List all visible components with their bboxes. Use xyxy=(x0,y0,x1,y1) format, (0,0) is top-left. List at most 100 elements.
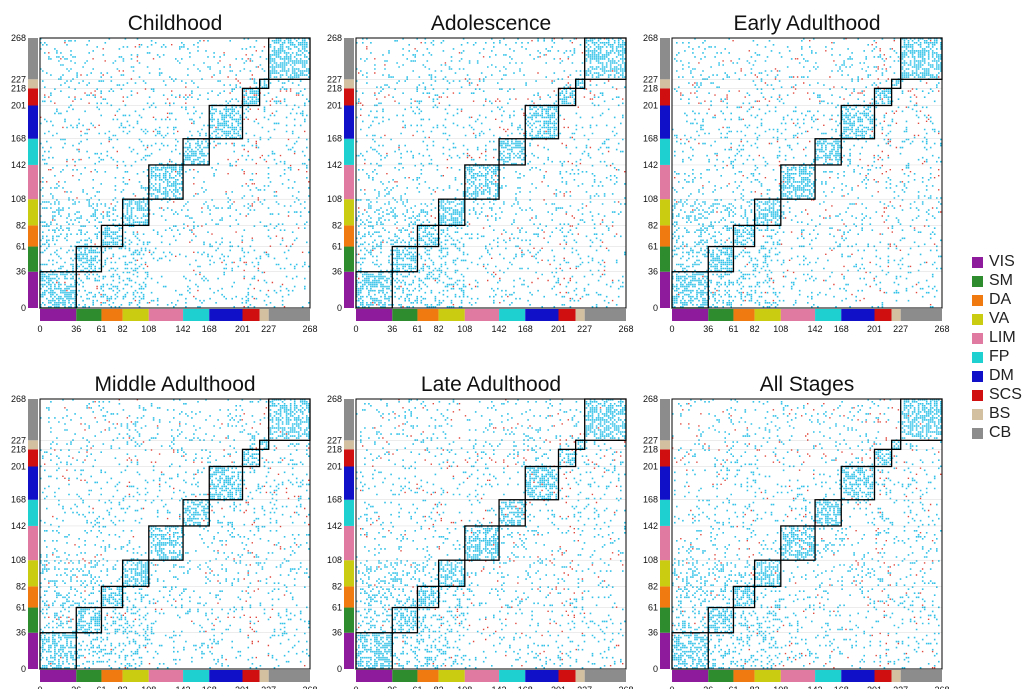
network-block xyxy=(840,104,876,140)
x-tick-label: 268 xyxy=(302,685,317,689)
network-bar-x xyxy=(754,670,781,682)
x-tick-label: 0 xyxy=(37,685,42,689)
y-tick-label: 108 xyxy=(11,555,26,565)
network-bar-y xyxy=(660,449,670,467)
network-bar-y xyxy=(344,399,354,441)
legend-label: SCS xyxy=(989,386,1022,403)
network-block-outlines xyxy=(39,37,311,309)
network-bar-x xyxy=(499,670,526,682)
network-bar-x xyxy=(891,309,901,321)
network-block xyxy=(182,499,210,527)
matrix-panel: All Stages 0 36 61 82 108 142 168 201 227 268 0 36 61… xyxy=(643,373,950,689)
y-tick-label: 0 xyxy=(653,303,658,313)
x-tick-label: 108 xyxy=(773,685,788,689)
panel-title: Middle Adulthood xyxy=(94,373,255,396)
y-tick-label: 0 xyxy=(337,303,342,313)
y-tick-label: 268 xyxy=(11,394,26,404)
network-bar-x xyxy=(841,309,875,321)
network-block xyxy=(753,198,782,227)
x-tick-label: 268 xyxy=(618,685,633,689)
y-tick-label: 201 xyxy=(11,101,26,111)
y-tick-label: 201 xyxy=(327,462,342,472)
y-tick-label: 142 xyxy=(327,521,342,531)
network-bar-x xyxy=(356,309,393,321)
network-block xyxy=(464,525,500,561)
network-bar-x xyxy=(708,309,734,321)
y-tick-label: 82 xyxy=(16,581,26,591)
panel-title: Late Adulthood xyxy=(421,373,561,396)
network-bar-y xyxy=(660,138,670,165)
network-bar-y xyxy=(660,79,670,89)
network-bar-y xyxy=(28,525,38,561)
x-tick-label: 142 xyxy=(176,324,191,334)
network-block xyxy=(498,499,526,527)
network-bar-y xyxy=(660,246,670,272)
x-tick-label: 201 xyxy=(235,685,250,689)
matrix-frame xyxy=(39,37,311,309)
network-bar-y xyxy=(660,466,670,500)
network-block xyxy=(208,104,244,140)
network-block xyxy=(814,138,842,166)
matrix-panel: Early Adulthood 0 36 61 82 108 142 168 201 227 268… xyxy=(643,12,950,334)
network-bar-x xyxy=(558,309,576,321)
x-tick-label: 36 xyxy=(387,685,397,689)
network-bar-x xyxy=(417,670,439,682)
y-tick-label: 82 xyxy=(332,220,342,230)
x-tick-label: 201 xyxy=(867,685,882,689)
y-tick-label: 218 xyxy=(11,83,26,93)
legend-label: DA xyxy=(989,291,1012,308)
y-tick-label: 218 xyxy=(327,83,342,93)
y-tick-label: 0 xyxy=(21,303,26,313)
y-tick-label: 108 xyxy=(643,555,658,565)
y-tick-label: 82 xyxy=(16,220,26,230)
x-tick-label: 61 xyxy=(728,685,738,689)
network-bar-x xyxy=(209,309,243,321)
x-tick-label: 61 xyxy=(96,685,106,689)
network-bar-x xyxy=(558,670,576,682)
x-tick-label: 82 xyxy=(750,685,760,689)
negative-edges xyxy=(358,38,626,308)
x-tick-label: 168 xyxy=(202,324,217,334)
y-tick-label: 61 xyxy=(16,603,26,613)
network-block xyxy=(873,448,893,468)
y-tick-label: 201 xyxy=(327,101,342,111)
x-tick-label: 142 xyxy=(492,324,507,334)
network-bar-x xyxy=(708,670,734,682)
network-bar-y xyxy=(660,88,670,106)
y-tick-label: 36 xyxy=(648,628,658,638)
legend-swatch xyxy=(972,275,983,287)
network-bar-x xyxy=(900,309,942,321)
network-block xyxy=(208,465,244,501)
y-tick-label: 227 xyxy=(11,435,26,445)
x-tick-label: 168 xyxy=(518,324,533,334)
legend-item: DA xyxy=(972,291,1011,309)
network-bar-y xyxy=(660,271,670,308)
x-tick-label: 108 xyxy=(457,324,472,334)
y-tick-label: 142 xyxy=(11,521,26,531)
y-tick-label: 227 xyxy=(327,435,342,445)
positive-edges xyxy=(356,399,626,669)
x-tick-label: 227 xyxy=(261,685,276,689)
y-tick-label: 61 xyxy=(332,603,342,613)
network-bar-x xyxy=(101,309,123,321)
network-bar-x xyxy=(584,670,626,682)
x-tick-label: 201 xyxy=(235,324,250,334)
legend-item: FP xyxy=(972,348,1009,366)
network-bar-x xyxy=(268,309,310,321)
network-bar-x xyxy=(259,309,269,321)
y-tick-label: 201 xyxy=(11,462,26,472)
x-tick-label: 227 xyxy=(893,324,908,334)
y-tick-label: 168 xyxy=(327,134,342,144)
y-tick-label: 218 xyxy=(11,444,26,454)
network-block xyxy=(258,78,270,90)
network-bar-y xyxy=(660,164,670,200)
network-block xyxy=(753,559,782,588)
network-block xyxy=(416,585,440,609)
x-tick-label: 268 xyxy=(618,324,633,334)
network-bar-y xyxy=(344,607,354,633)
panel-title: Childhood xyxy=(128,12,223,35)
network-bar-y xyxy=(28,271,38,308)
y-tick-label: 61 xyxy=(648,603,658,613)
network-bar-y xyxy=(344,271,354,308)
